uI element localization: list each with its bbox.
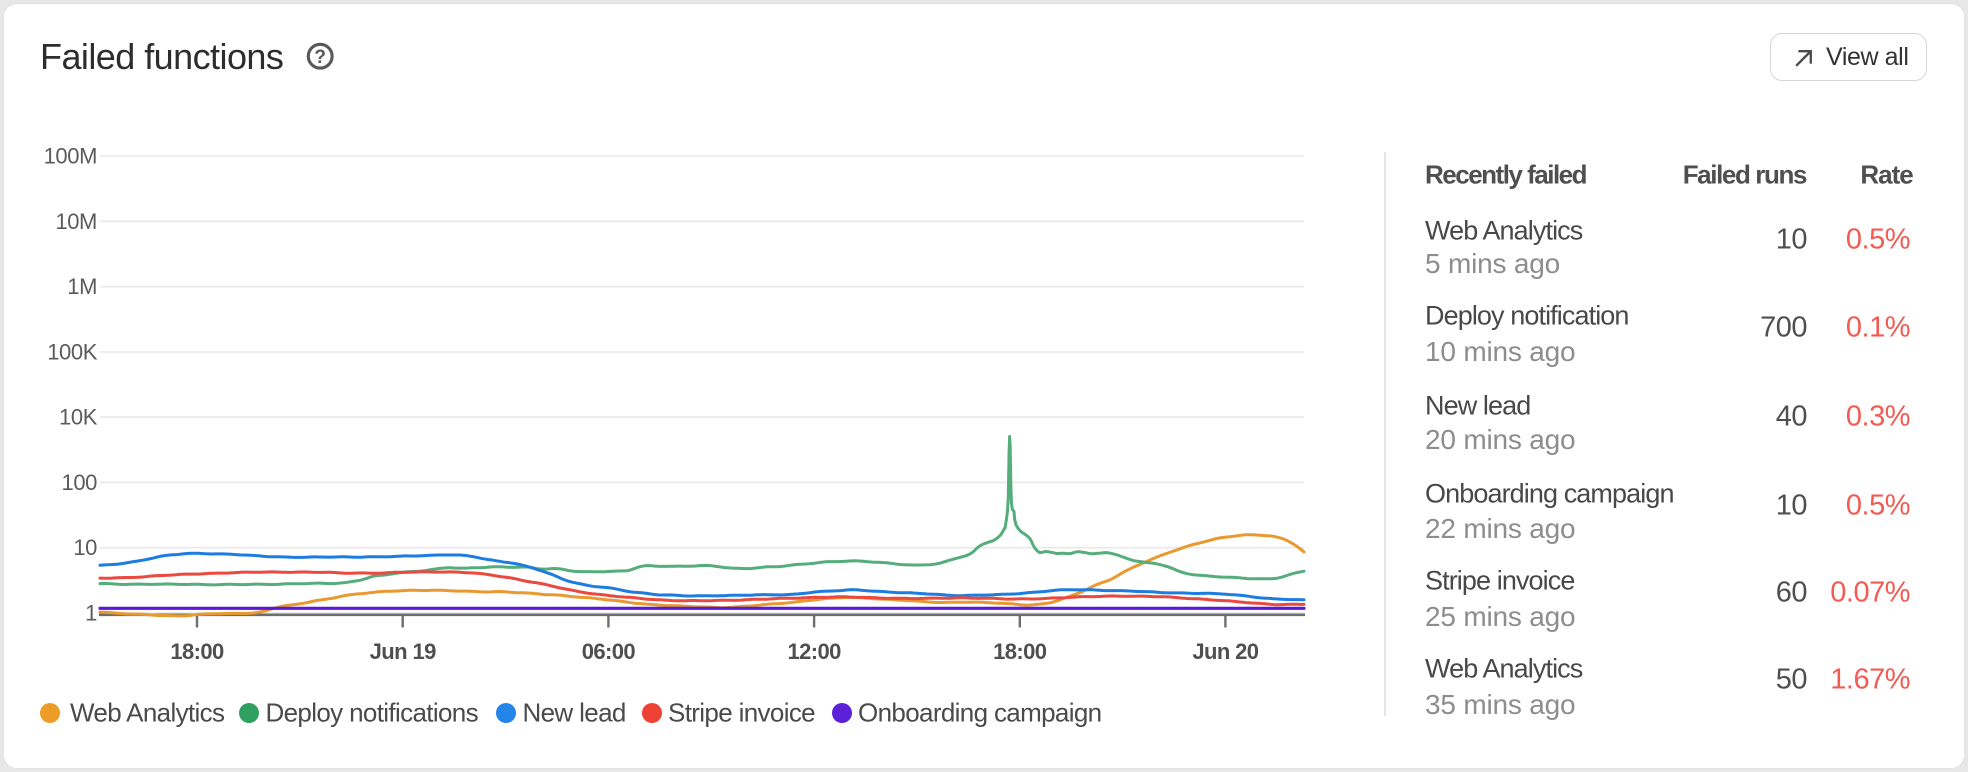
svg-text:Jun 20: Jun 20: [1192, 639, 1258, 664]
svg-text:100M: 100M: [44, 144, 97, 169]
svg-text:10M: 10M: [55, 209, 97, 234]
svg-text:100K: 100K: [47, 339, 98, 364]
svg-text:12:00: 12:00: [787, 639, 841, 664]
svg-text:1M: 1M: [67, 274, 97, 299]
svg-text:100: 100: [61, 470, 97, 495]
svg-text:06:00: 06:00: [582, 639, 636, 664]
svg-text:10K: 10K: [59, 405, 98, 430]
svg-text:?: ?: [314, 47, 326, 68]
svg-text:18:00: 18:00: [170, 639, 224, 664]
svg-text:18:00: 18:00: [993, 639, 1047, 664]
svg-text:Jun 19: Jun 19: [370, 639, 436, 664]
svg-text:10: 10: [73, 535, 97, 560]
svg-text:1: 1: [85, 601, 97, 626]
